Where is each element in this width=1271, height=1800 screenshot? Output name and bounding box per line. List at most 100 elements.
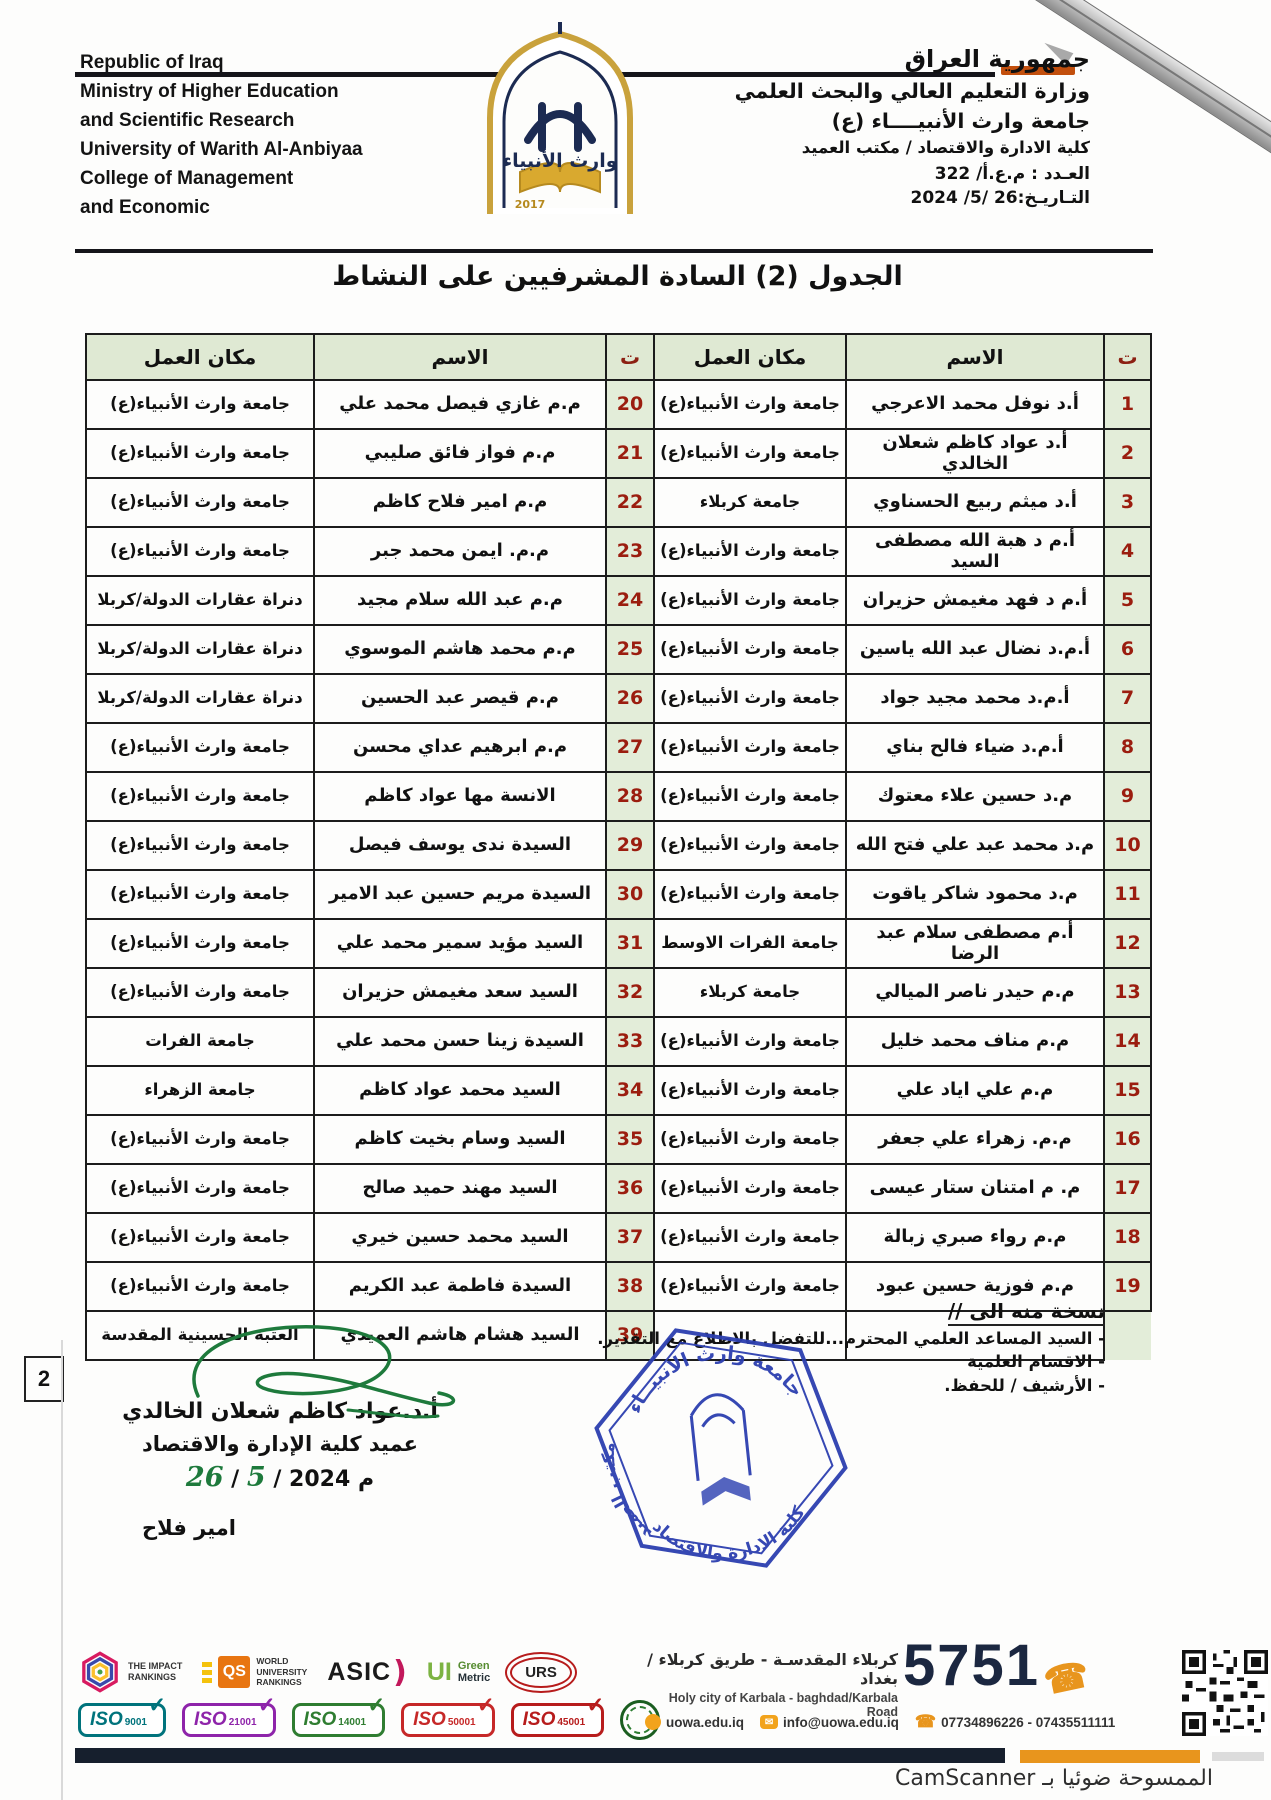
email-item: ✉ info@uowa.edu.iq bbox=[760, 1715, 899, 1730]
bottom-divider-grey bbox=[1212, 1752, 1264, 1761]
bottom-divider bbox=[75, 1748, 1005, 1763]
svg-text:جامعة وارث الانبيــاء: جامعة وارث الانبيــاء bbox=[617, 1332, 810, 1419]
name-cell-right: أ.م.د محمد مجيد جواد bbox=[845, 673, 1105, 724]
workplace-cell-right: جامعة وارث الأنبياء(ع) bbox=[653, 673, 847, 724]
workplace-cell-left: جامعة الفرات bbox=[85, 1016, 315, 1067]
table-row: 1 أ.د نوفل محمد الاعرجي جامعة وارث الأنبيا… bbox=[85, 379, 1152, 430]
signatory-name: أ.د.عواد كاظم شعلان الخالدي bbox=[122, 1399, 438, 1424]
workplace-cell-right: جامعة كربلاء bbox=[653, 967, 847, 1018]
qs-sub-label-1: WORLD bbox=[256, 1656, 289, 1667]
table-row: 17 م. م امتنان ستار عيسى جامعة وارث الأنبي… bbox=[85, 1163, 1152, 1214]
iso-badge: ISO 45001 ✓ bbox=[510, 1694, 605, 1737]
table-row: 15 م.م علي اياد علي جامعة وارث الأنبياء(ع)… bbox=[85, 1065, 1152, 1116]
qr-code bbox=[1182, 1650, 1268, 1736]
globe-icon bbox=[645, 1714, 661, 1730]
name-cell-left: السيدة زينا حسن محمد علي bbox=[313, 1016, 607, 1067]
address-english: Holy city of Karbala - baghdad/Karbala R… bbox=[668, 1691, 898, 1719]
university-logo-emblem: وارث الأنبياء 2017 bbox=[487, 22, 633, 214]
impact-rankings-label-2: RANKINGS bbox=[128, 1672, 177, 1682]
distribution-heading-text: نسخة منه الى // bbox=[947, 1299, 1105, 1326]
workplace-cell-right bbox=[653, 1310, 847, 1361]
table-row: 18 م.م رواء صبري زبالة جامعة وارث الأنبياء… bbox=[85, 1212, 1152, 1263]
table-row: 11 م.د محمود شاكر ياقوت جامعة وارث الأنبيا… bbox=[85, 869, 1152, 920]
qr-code-image bbox=[1182, 1650, 1268, 1736]
col-header-name-left: الاسم bbox=[313, 333, 607, 381]
index-cell-right: 6 bbox=[1103, 624, 1152, 675]
iso-badges: ISO 9001 ✓ ISO 21001 ✓ ISO 14001 ✓ ISO 50001 ✓ ISO 45… bbox=[78, 1694, 605, 1737]
name-cell-left: السيد محمد عواد كاظم bbox=[313, 1065, 607, 1116]
index-cell-right: 14 bbox=[1103, 1016, 1152, 1067]
index-cell-left: 27 bbox=[605, 722, 655, 773]
contact-row: uowa.edu.iq ✉ info@uowa.edu.iq ☎ 0773489… bbox=[645, 1712, 1175, 1732]
index-cell-right: 4 bbox=[1103, 526, 1152, 577]
signature-date: 26 / 5 / 2024 م bbox=[95, 1462, 465, 1493]
name-cell-right: أ.م.د ضياء فالح بناي bbox=[845, 722, 1105, 773]
distribution-section: نسخة منه الى // - السيد المساعد العلمي ا… bbox=[540, 1299, 1105, 1397]
header-divider bbox=[75, 249, 1153, 253]
document-date: التـاريـخ:26 /5/ 2024 bbox=[910, 188, 1091, 209]
bottom-divider-accent bbox=[1020, 1750, 1200, 1763]
page-title: الجدول (2) السادة المشرفيين على النشاط bbox=[332, 261, 903, 292]
name-cell-right: م.م علي اياد علي bbox=[845, 1065, 1105, 1116]
index-cell-right: 12 bbox=[1103, 918, 1152, 969]
short-phone-number: 5751 ☎ bbox=[903, 1632, 1095, 1702]
index-cell-left: 33 bbox=[605, 1016, 655, 1067]
name-cell-right: أ.د ميثم ربيع الحسناوي bbox=[845, 477, 1105, 528]
index-cell-left: 35 bbox=[605, 1114, 655, 1165]
iso-label: ISO bbox=[90, 1709, 123, 1730]
supervisors-table-body: 1 أ.د نوفل محمد الاعرجي جامعة وارث الأنبيا… bbox=[85, 379, 1152, 1361]
index-cell-left: 23 bbox=[605, 526, 655, 577]
iso-label: ISO bbox=[522, 1709, 556, 1730]
university-logo: وارث الأنبياء 2017 bbox=[468, 22, 652, 220]
index-cell-right: 2 bbox=[1103, 428, 1152, 479]
distribution-item: - الأرشيف / للحفظ. bbox=[944, 1375, 1105, 1395]
name-cell-right: أ.م مصطفى سلام عبد الرضا bbox=[845, 918, 1105, 969]
index-cell-right: 17 bbox=[1103, 1163, 1152, 1214]
name-cell-left: السيدة مريم حسين عبد الامير bbox=[313, 869, 607, 920]
phone-numbers: 07734896226 - 07435511111 bbox=[941, 1714, 1116, 1730]
iso-checkmark-icon: ✓ bbox=[477, 1694, 495, 1717]
ui-greenmetric-icon: UI bbox=[426, 1657, 452, 1686]
name-cell-right: أ.د عواد كاظم شعلان الخالدي bbox=[845, 428, 1105, 479]
asic-logo: ASIC ) bbox=[327, 1655, 406, 1690]
workplace-cell-right: جامعة وارث الأنبياء(ع) bbox=[653, 771, 847, 822]
workplace-cell-right: جامعة وارث الأنبياء(ع) bbox=[653, 1065, 847, 1116]
table-row: 9 م.د حسين علاء معتوك جامعة وارث الأنبياء(… bbox=[85, 771, 1152, 822]
col-header-name-right: الاسم bbox=[845, 333, 1105, 381]
qs-sub-label-2: UNIVERSITY bbox=[256, 1666, 308, 1677]
index-cell-right: 1 bbox=[1103, 379, 1152, 430]
workplace-cell-left: جامعة وارث الأنبياء(ع) bbox=[85, 820, 315, 871]
index-cell-left: 26 bbox=[605, 673, 655, 724]
header-english-line: and Economic bbox=[80, 197, 210, 219]
workplace-cell-left: دنراة عقارات الدولة/كربلا bbox=[85, 624, 315, 675]
name-cell-left: السيد مهند حميد صالح bbox=[313, 1163, 607, 1214]
logo-year-text: 2017 bbox=[515, 198, 546, 211]
workplace-cell-left: جامعة وارث الأنبياء(ع) bbox=[85, 379, 315, 430]
workplace-cell-left: جامعة وارث الأنبياء(ع) bbox=[85, 722, 315, 773]
logo-name-text: وارث الأنبياء bbox=[502, 149, 617, 172]
name-cell-right: م.م رواء صبري زبالة bbox=[845, 1212, 1105, 1263]
name-cell-right: م.م حيدر ناصر الميالي bbox=[845, 967, 1105, 1018]
iso-label: ISO bbox=[303, 1709, 337, 1730]
name-cell-left: م.م عبد الله سلام مجيد bbox=[313, 575, 607, 626]
workplace-cell-left: جامعة وارث الأنبياء(ع) bbox=[85, 1163, 315, 1214]
stamp-hexagon: جامعة وارث الانبيــاء كلية الادارة والاق… bbox=[594, 1328, 848, 1572]
index-cell-right: 10 bbox=[1103, 820, 1152, 871]
name-cell-right: م.م. زهراء علي جعفر bbox=[845, 1114, 1105, 1165]
name-cell-left: السيدة فاطمة عبد الكريم bbox=[313, 1261, 607, 1312]
workplace-cell-right: جامعة وارث الأنبياء(ع) bbox=[653, 722, 847, 773]
distribution-list: - السيد المساعد العلمي المحترم...للتفضل … bbox=[540, 1327, 1105, 1397]
workplace-cell-left: جامعة وارث الأنبياء(ع) bbox=[85, 477, 315, 528]
name-cell-right: أ.م.د نضال عبد الله ياسين bbox=[845, 624, 1105, 675]
table-row: 2 أ.د عواد كاظم شعلان الخالدي جامعة وارث ا… bbox=[85, 428, 1152, 479]
name-cell-left: م.م امير فلاح كاظم bbox=[313, 477, 607, 528]
date-separator: / bbox=[231, 1467, 247, 1492]
camscanner-watermark: الممسوحة ضوئيا بـ CamScanner bbox=[895, 1766, 1213, 1791]
name-cell-right bbox=[845, 1310, 1105, 1361]
address-block: كربلاء المقدسـة - طريق كربلاء / بغداد Ho… bbox=[640, 1650, 898, 1719]
qs-bars-icon bbox=[202, 1661, 213, 1683]
signatory-role: عميد كلية الإدارة والاقتصاد bbox=[141, 1432, 418, 1456]
index-cell-left: 28 bbox=[605, 771, 655, 822]
short-number-digits: 5751 bbox=[903, 1633, 1041, 1698]
